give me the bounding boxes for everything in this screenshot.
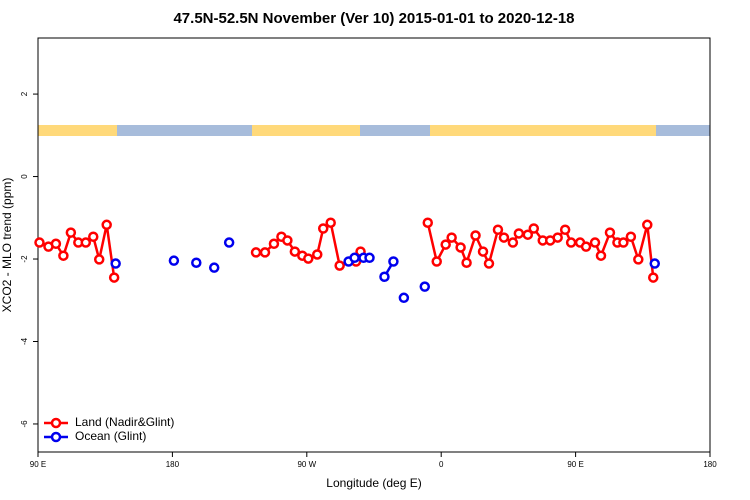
data-point	[446, 232, 457, 243]
data-point	[325, 217, 336, 228]
data-point	[498, 232, 510, 243]
data-point	[528, 223, 540, 234]
x-tick-label: 90 W	[297, 460, 316, 469]
data-point	[618, 237, 629, 248]
x-tick-label: 180	[703, 460, 717, 469]
data-point	[289, 246, 301, 257]
data-point	[334, 260, 345, 271]
plot-frame	[37, 37, 711, 453]
data-point	[507, 237, 519, 248]
data-point	[398, 292, 410, 304]
data-point	[101, 219, 112, 231]
data-point	[565, 237, 577, 248]
data-point	[649, 258, 660, 269]
legend-label: Ocean (Glint)	[75, 429, 146, 443]
data-point	[604, 227, 616, 238]
data-point	[633, 254, 644, 265]
x-tick-label: 0	[439, 460, 444, 469]
data-point	[65, 227, 77, 238]
y-tick-label: -6	[20, 420, 29, 428]
data-point	[477, 246, 489, 257]
data-point	[483, 258, 495, 269]
data-point	[559, 224, 571, 235]
legend-marker	[50, 417, 62, 429]
x-tick-label: 90 E	[567, 460, 583, 469]
data-point	[282, 235, 293, 246]
data-point	[312, 249, 323, 260]
y-tick-label: 0	[20, 174, 29, 179]
data-point	[595, 250, 607, 261]
data-point	[492, 224, 504, 235]
data-point	[208, 262, 220, 273]
land-ocean-band	[38, 125, 710, 136]
data-point	[648, 272, 659, 283]
data-point	[268, 238, 280, 250]
data-point	[80, 237, 92, 248]
data-point	[88, 231, 99, 243]
x-tick-label: 90 E	[30, 460, 46, 469]
data-point	[259, 247, 271, 258]
data-point	[455, 242, 466, 253]
data-point	[364, 252, 375, 264]
legend-label: Land (Nadir&Glint)	[75, 415, 174, 429]
data-point	[250, 247, 262, 258]
data-point	[440, 239, 451, 250]
data-point	[108, 272, 120, 283]
data-point	[589, 237, 601, 248]
data-point	[110, 258, 121, 269]
data-point	[317, 223, 329, 234]
y-tick-label: 2	[20, 91, 29, 96]
y-axis-label: XCO2 - MLO trend (ppm)	[0, 178, 14, 313]
data-point	[625, 231, 637, 243]
data-point	[552, 232, 563, 243]
data-point	[168, 255, 180, 266]
data-point	[431, 256, 442, 267]
data-point	[191, 257, 202, 268]
data-point	[93, 254, 105, 265]
data-point	[58, 250, 69, 261]
data-point	[580, 241, 592, 252]
data-point	[461, 257, 472, 268]
data-point	[388, 256, 399, 267]
chart-title: 47.5N-52.5N November (Ver 10) 2015-01-01…	[173, 10, 574, 27]
data-point	[349, 252, 360, 264]
data-point	[422, 217, 434, 228]
y-tick-label: -4	[20, 337, 29, 345]
data-point	[223, 237, 235, 248]
data-point	[470, 230, 481, 241]
data-point	[513, 228, 525, 239]
data-point	[379, 271, 390, 283]
x-tick-label: 180	[166, 460, 180, 469]
data-point	[50, 238, 62, 250]
data-point	[642, 219, 653, 231]
data-point	[34, 237, 45, 248]
data-point	[522, 229, 534, 240]
y-tick-label: -2	[20, 255, 29, 263]
x-axis-label: Longitude (deg E)	[326, 476, 421, 490]
data-point	[303, 253, 314, 264]
legend-marker	[50, 431, 62, 443]
data-point	[419, 281, 431, 292]
